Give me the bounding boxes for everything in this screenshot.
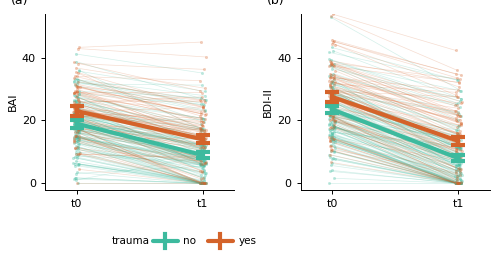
Text: yes: yes: [238, 236, 256, 246]
Text: no: no: [184, 236, 196, 246]
Text: trauma: trauma: [112, 236, 150, 246]
Y-axis label: BAI: BAI: [8, 92, 18, 111]
Text: (a): (a): [11, 0, 28, 7]
Y-axis label: BDI-II: BDI-II: [264, 87, 274, 117]
Text: (b): (b): [266, 0, 284, 7]
